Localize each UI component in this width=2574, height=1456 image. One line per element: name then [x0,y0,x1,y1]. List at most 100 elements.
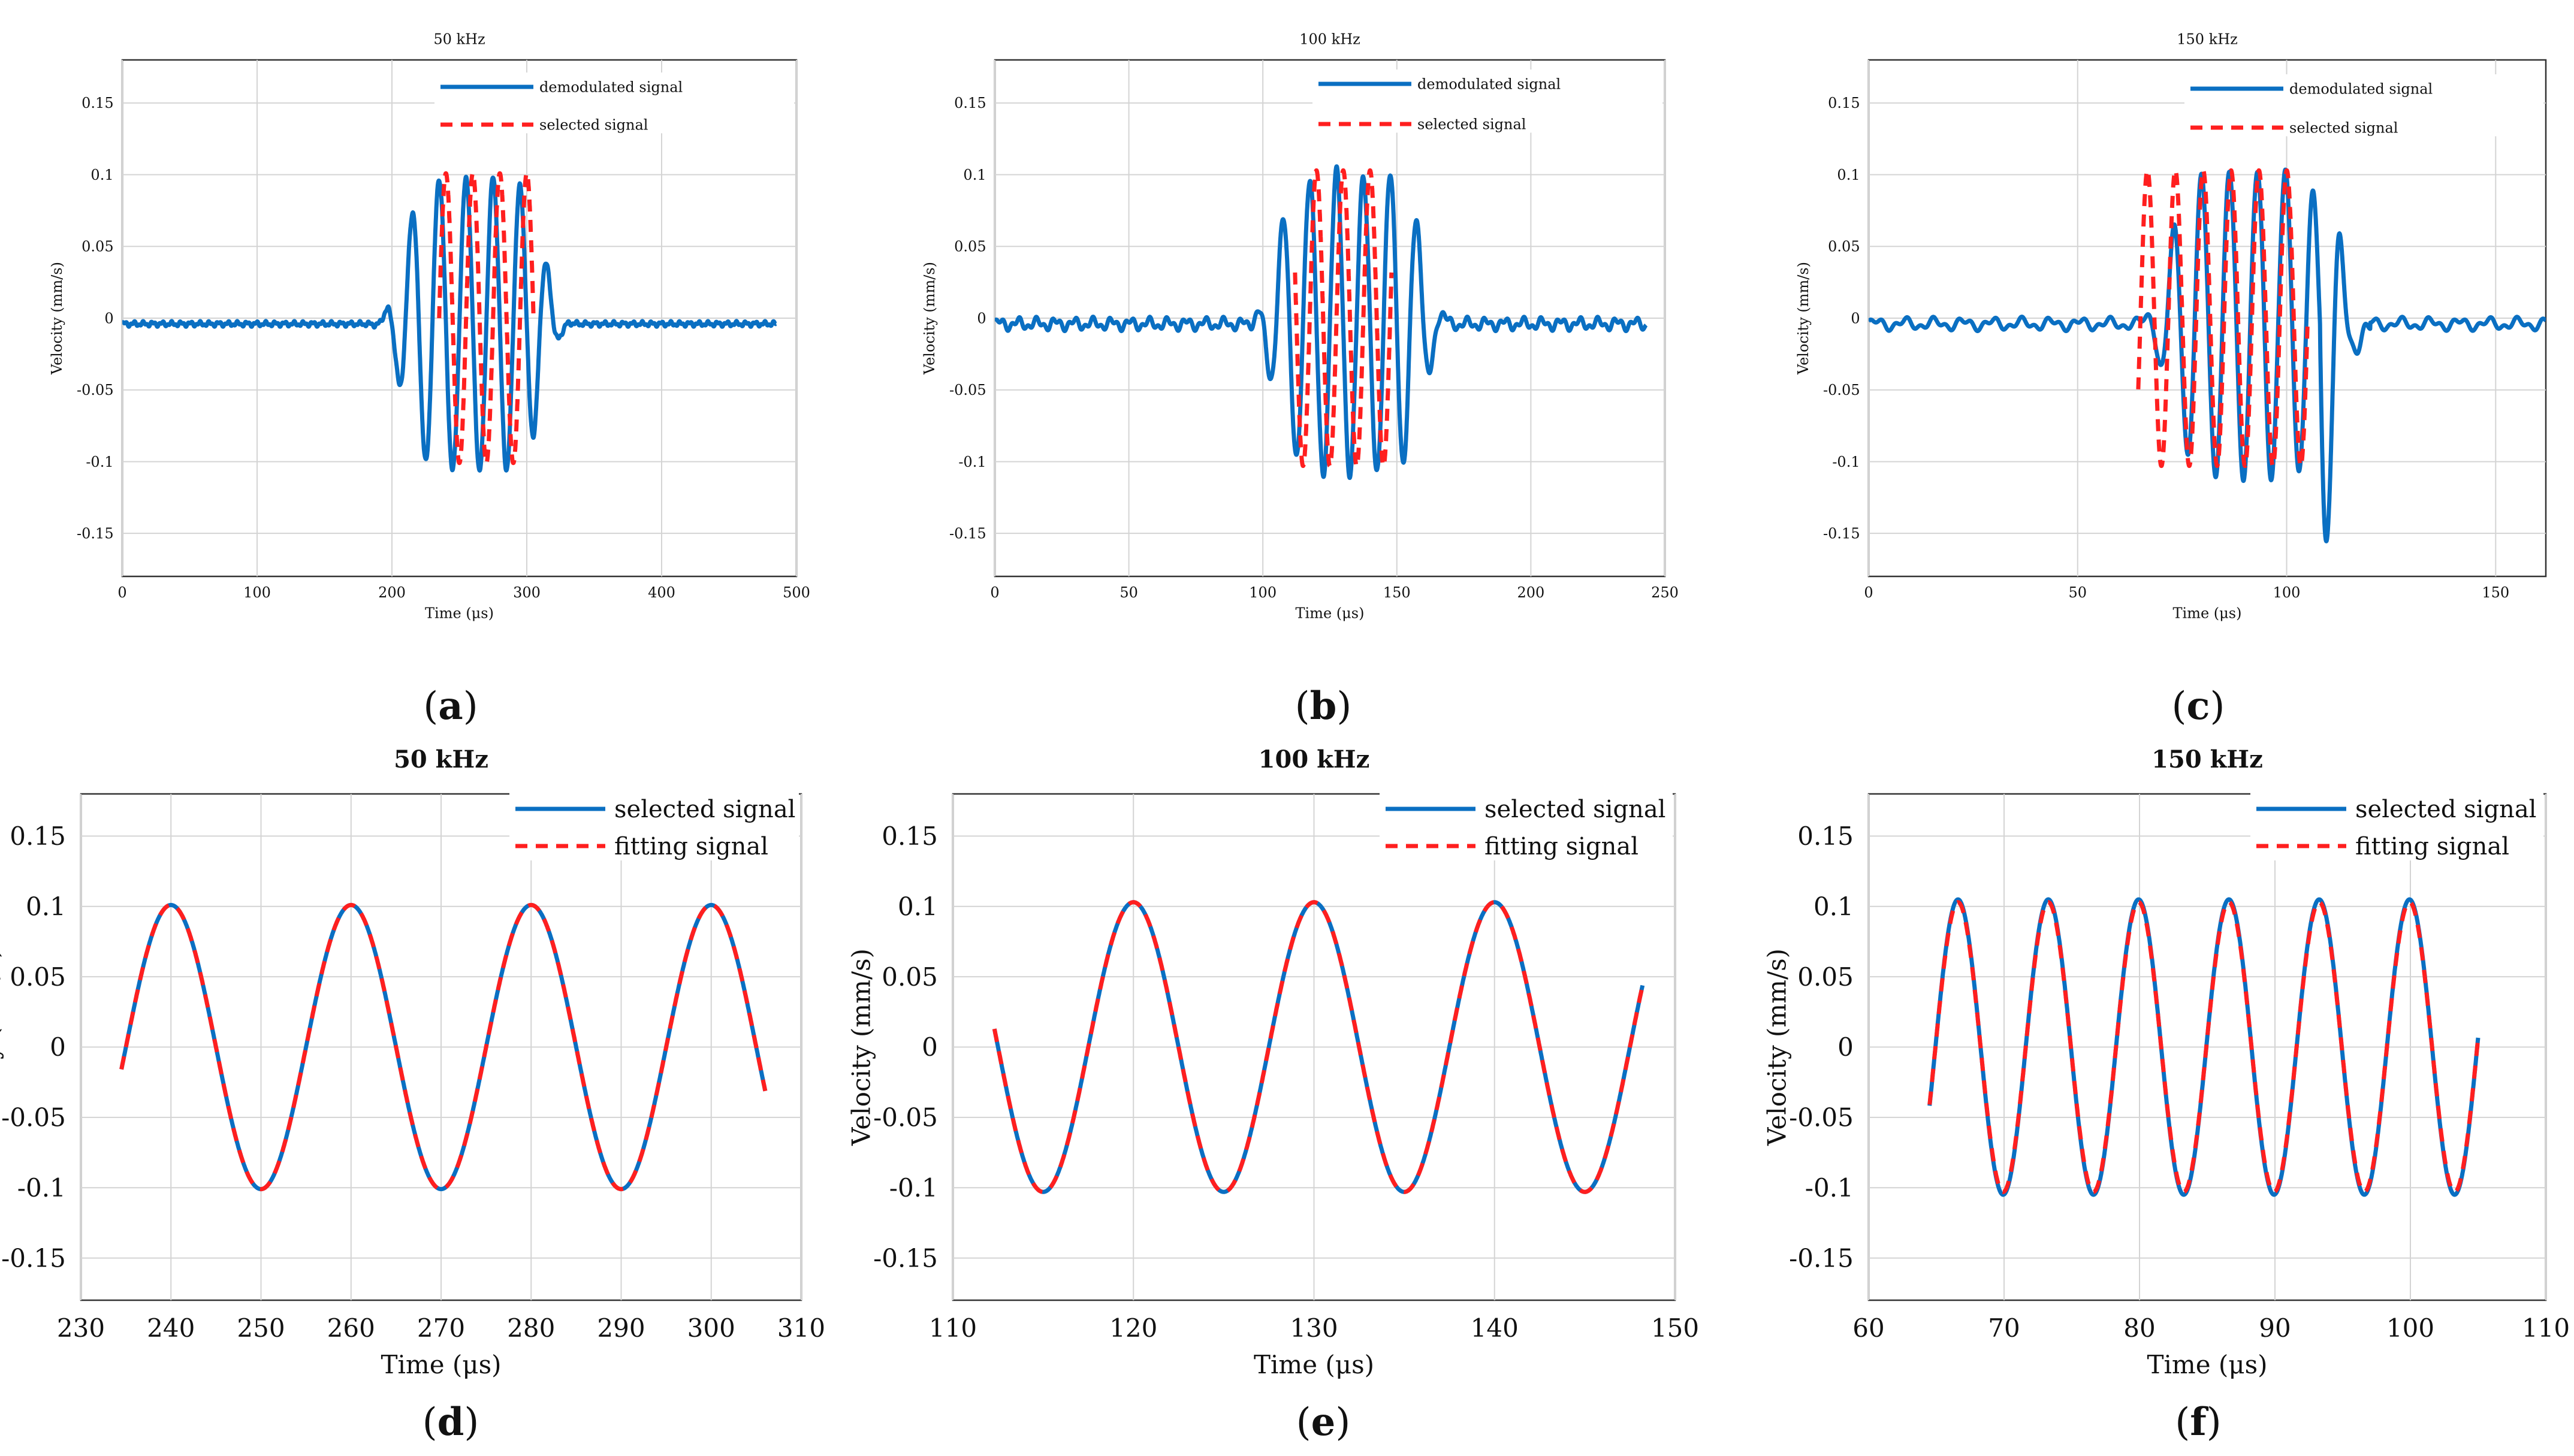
x-tick-label: 300 [513,584,541,601]
x-axis-label: Time (μs) [1296,605,1365,622]
y-tick-label: -0.1 [889,1173,938,1203]
y-tick-label: 0.15 [1797,821,1854,851]
y-tick-label: -0.15 [1,1243,66,1273]
legend-box [434,73,794,134]
chart-panel-d: 230 240 250 260 270 280 290 300 310 0.15 0.1 0.05 0 -… [0,745,825,1445]
x-tick-label: 120 [1109,1313,1157,1343]
chart-panel-f: 60 70 80 90 100 110 0.15 0.1 0.05 0 -0.05 -0.1 -0.15… [1762,745,2570,1445]
x-tick-label: 250 [237,1313,285,1343]
y-axis-label: Velocity (mm/s) [49,262,65,375]
y-tick-label: 0 [104,310,113,327]
series-line-solid [122,174,778,473]
x-tick-label: 50 [2068,584,2087,601]
chart-panel-b: 0 50 100 150 200 250 0.15 0.1 0.05 0 -0.05 -0.1 -0.1… [921,31,1679,729]
y-tick-label: 0.15 [1828,95,1860,111]
y-tick-label: 0.05 [1828,238,1860,255]
y-tick-label: 0.15 [10,821,66,851]
x-tick-label: 280 [507,1313,555,1343]
x-tick-label: 310 [777,1313,825,1343]
legend-label: fitting signal [2355,833,2509,860]
legend: demodulated signal selected signal [434,73,794,134]
series-line-dashed [1293,168,1394,469]
series-line-dashed [992,900,1645,1194]
series-line-solid [995,164,1648,481]
x-tick-label: 50 [1119,584,1138,601]
x-tick-label: 150 [2482,584,2509,601]
y-tick-label: 0.15 [954,95,986,111]
chart-panel-e: 110 120 130 140 150 0.15 0.1 0.05 0 -0.05 -0.1 -0.1… [846,745,1699,1445]
x-tick-label: 400 [648,584,675,601]
legend-label: demodulated signal [2289,80,2433,97]
y-tick-label: -0.15 [873,1243,938,1273]
y-tick-label: 0 [1851,310,1860,327]
chart-title: 100 kHz [1299,31,1360,48]
y-axis-label: Velocity (mm/s) [1762,948,1791,1146]
y-tick-label: 0.1 [26,892,66,921]
panel-letter: (c) [2172,684,2225,729]
legend-label: demodulated signal [1417,75,1561,92]
legend-label: selected signal [614,796,795,823]
y-tick-label: 0.1 [963,167,986,183]
y-tick-label: 0.1 [1837,167,1860,183]
y-tick-label: -0.05 [1789,1103,1854,1132]
series-line-dashed [119,902,768,1192]
x-tick-label: 250 [1651,584,1679,601]
y-tick-label: 0.15 [82,95,113,111]
panel-letter: (d) [423,1400,479,1445]
y-tick-label: -0.15 [1823,525,1860,542]
legend-label: selected signal [1417,116,1526,132]
y-tick-label: -0.1 [1832,454,1860,470]
x-tick-label: 100 [243,584,271,601]
x-tick-label: 200 [378,584,406,601]
y-axis-label: Velocity (mm/s) [0,948,4,1146]
x-axis-label: Time (μs) [1254,1350,1374,1379]
y-tick-label: 0.05 [10,962,66,992]
legend-label: selected signal [1484,796,1665,823]
y-axis-label: Velocity (mm/s) [921,262,938,375]
x-tick-label: 0 [117,584,126,601]
x-axis-label: Time (μs) [2173,605,2242,622]
chart-panel-a: 0 100 200 300 400 500 0.15 0.1 0.05 0 -0.05 -0.1 -0.… [49,31,810,729]
series-line-dashed [437,171,536,466]
x-tick-label: 0 [1864,584,1873,601]
x-tick-label: 100 [2273,584,2301,601]
y-tick-label: 0 [922,1032,938,1062]
y-tick-label: -0.05 [1,1103,66,1132]
x-axis-label: Time (μs) [2147,1350,2267,1379]
legend: demodulated signal selected signal [1312,70,1662,133]
y-tick-label: 0.05 [82,238,113,255]
y-axis-label: Velocity (mm/s) [846,948,876,1146]
legend: demodulated signal selected signal [2184,74,2543,137]
panel-letter: (a) [423,684,478,729]
x-tick-label: 70 [1988,1313,2020,1343]
x-tick-label: 150 [1383,584,1411,601]
x-tick-label: 200 [1517,584,1544,601]
x-tick-label: 0 [990,584,999,601]
y-tick-label: 0.05 [954,238,986,255]
panel-letter: (f) [2175,1400,2221,1445]
panel-letter: (e) [1296,1400,1351,1445]
legend-label: fitting signal [614,833,768,860]
y-tick-label: 0.1 [898,892,938,921]
x-tick-label: 80 [2123,1313,2155,1343]
x-tick-label: 300 [687,1313,735,1343]
chart-title: 150 kHz [2151,745,2263,774]
y-tick-label: 0.05 [882,962,938,992]
y-tick-label: -0.1 [1805,1173,1854,1203]
x-tick-label: 90 [2259,1313,2291,1343]
series-line-dashed [1927,900,2481,1194]
y-tick-label: -0.05 [1823,382,1860,398]
y-tick-label: -0.1 [86,454,113,470]
y-tick-label: -0.05 [77,382,114,398]
legend-label: demodulated signal [539,78,683,95]
chart-title: 50 kHz [394,745,488,774]
x-tick-label: 100 [2386,1313,2434,1343]
legend: selected signal fitting signal [1380,785,1673,860]
y-tick-label: -0.1 [17,1173,66,1203]
chart-title: 100 kHz [1259,745,1370,774]
y-tick-label: 0.15 [882,821,938,851]
y-tick-label: 0.1 [90,167,113,183]
x-tick-label: 110 [2522,1313,2570,1343]
y-tick-label: 0 [50,1032,66,1062]
